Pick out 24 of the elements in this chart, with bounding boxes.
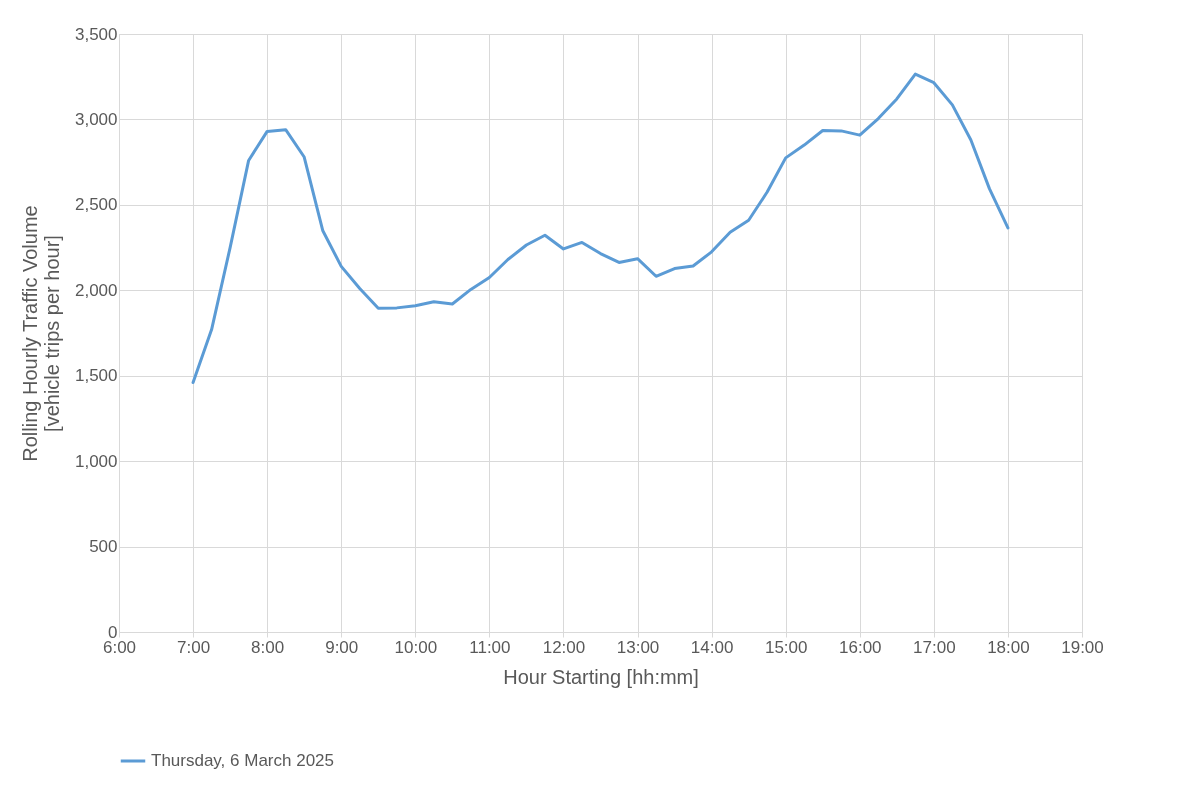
y-tick-label: 1,000 — [74, 451, 118, 471]
x-axis-title: Hour Starting [hh:mm] — [503, 665, 699, 688]
x-tick-label: 13:00 — [616, 637, 660, 657]
x-tick-label: 10:00 — [394, 637, 438, 657]
x-tick-label: 15:00 — [764, 637, 808, 657]
x-tick-label: 16:00 — [839, 637, 882, 657]
y-tick-label: 3,000 — [74, 109, 118, 129]
x-tick-label: 7:00 — [177, 637, 211, 657]
y-tick-label: 2,500 — [74, 195, 118, 215]
y-axis-title: Rolling Hourly Traffic Volume [vehicle trips per hour] — [18, 205, 63, 462]
x-tick-label: 11:00 — [469, 637, 511, 657]
legend-label: Thursday, 6 March 2025 — [151, 751, 334, 770]
y-tick-label: 3,500 — [74, 24, 118, 44]
y-tick-label: 2,000 — [74, 280, 118, 300]
y-tick-label: 500 — [89, 537, 118, 557]
x-tick-label: 8:00 — [251, 637, 285, 657]
y-tick-label: 1,500 — [74, 366, 118, 386]
line-series — [191, 72, 1010, 385]
x-tick-label: 14:00 — [690, 637, 734, 657]
x-tick-label: 9:00 — [325, 637, 359, 657]
x-tick-label: 19:00 — [1061, 637, 1104, 657]
x-tick-label: 18:00 — [987, 637, 1030, 657]
x-tick-label: 12:00 — [542, 637, 586, 657]
x-tick-label: 17:00 — [913, 637, 956, 657]
